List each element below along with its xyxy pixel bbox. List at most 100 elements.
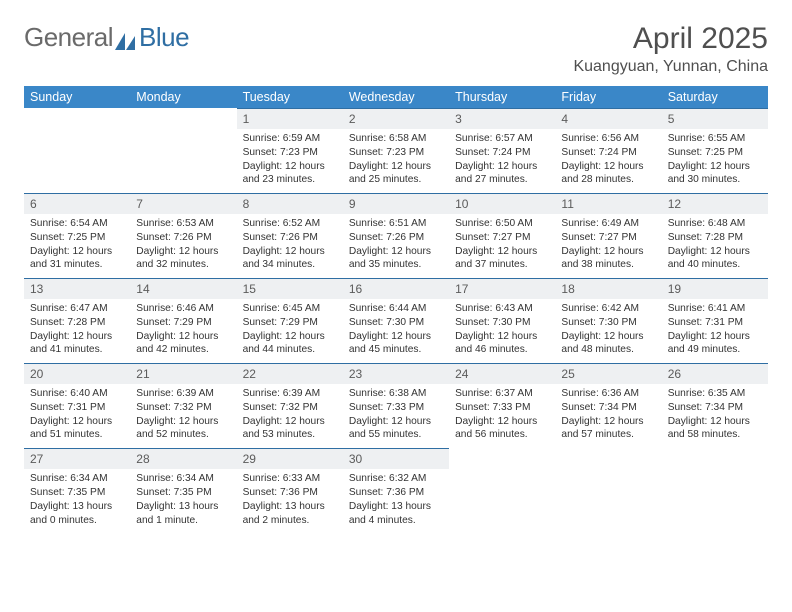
day-details: Sunrise: 6:32 AMSunset: 7:36 PMDaylight:…	[343, 469, 449, 533]
calendar-day-cell: 16Sunrise: 6:44 AMSunset: 7:30 PMDayligh…	[343, 278, 449, 363]
sunrise-line: Sunrise: 6:38 AM	[349, 387, 443, 401]
sunrise-line: Sunrise: 6:54 AM	[30, 217, 124, 231]
day-number: 3	[449, 108, 555, 129]
sunset-line: Sunset: 7:24 PM	[455, 146, 549, 160]
day-details: Sunrise: 6:58 AMSunset: 7:23 PMDaylight:…	[343, 129, 449, 193]
calendar-day-cell: 24Sunrise: 6:37 AMSunset: 7:33 PMDayligh…	[449, 363, 555, 448]
day-number: 21	[130, 363, 236, 384]
sunset-line: Sunset: 7:36 PM	[243, 486, 337, 500]
calendar-day-cell: 11Sunrise: 6:49 AMSunset: 7:27 PMDayligh…	[555, 193, 661, 278]
day-details: Sunrise: 6:38 AMSunset: 7:33 PMDaylight:…	[343, 384, 449, 448]
sunset-line: Sunset: 7:26 PM	[243, 231, 337, 245]
day-details: Sunrise: 6:52 AMSunset: 7:26 PMDaylight:…	[237, 214, 343, 278]
header: General Blue April 2025 Kuangyuan, Yunna…	[24, 22, 768, 76]
sunset-line: Sunset: 7:27 PM	[455, 231, 549, 245]
day-details: Sunrise: 6:57 AMSunset: 7:24 PMDaylight:…	[449, 129, 555, 193]
day-number: 29	[237, 448, 343, 469]
sunset-line: Sunset: 7:34 PM	[668, 401, 762, 415]
weekday-header: Thursday	[449, 86, 555, 108]
sunset-line: Sunset: 7:23 PM	[243, 146, 337, 160]
daylight-line: Daylight: 12 hours and 34 minutes.	[243, 245, 337, 273]
sunrise-line: Sunrise: 6:35 AM	[668, 387, 762, 401]
sunrise-line: Sunrise: 6:58 AM	[349, 132, 443, 146]
day-details: Sunrise: 6:59 AMSunset: 7:23 PMDaylight:…	[237, 129, 343, 193]
logo-sail-icon	[115, 27, 137, 45]
daylight-line: Daylight: 12 hours and 53 minutes.	[243, 415, 337, 443]
location: Kuangyuan, Yunnan, China	[573, 58, 768, 76]
sunset-line: Sunset: 7:33 PM	[455, 401, 549, 415]
day-details: Sunrise: 6:34 AMSunset: 7:35 PMDaylight:…	[130, 469, 236, 533]
day-number: 30	[343, 448, 449, 469]
sunrise-line: Sunrise: 6:55 AM	[668, 132, 762, 146]
sunrise-line: Sunrise: 6:33 AM	[243, 472, 337, 486]
day-number: 13	[24, 278, 130, 299]
calendar-week-row: 6Sunrise: 6:54 AMSunset: 7:25 PMDaylight…	[24, 193, 768, 278]
day-number: 17	[449, 278, 555, 299]
day-details: Sunrise: 6:37 AMSunset: 7:33 PMDaylight:…	[449, 384, 555, 448]
daylight-line: Daylight: 13 hours and 4 minutes.	[349, 500, 443, 528]
sunrise-line: Sunrise: 6:57 AM	[455, 132, 549, 146]
day-details: Sunrise: 6:47 AMSunset: 7:28 PMDaylight:…	[24, 299, 130, 363]
weekday-header: Friday	[555, 86, 661, 108]
sunset-line: Sunset: 7:36 PM	[349, 486, 443, 500]
sunrise-line: Sunrise: 6:51 AM	[349, 217, 443, 231]
calendar-day-cell: 28Sunrise: 6:34 AMSunset: 7:35 PMDayligh…	[130, 448, 236, 533]
calendar-day-cell: .	[130, 108, 236, 193]
day-details: Sunrise: 6:39 AMSunset: 7:32 PMDaylight:…	[130, 384, 236, 448]
daylight-line: Daylight: 12 hours and 46 minutes.	[455, 330, 549, 358]
calendar-day-cell: .	[449, 448, 555, 533]
calendar-week-row: 20Sunrise: 6:40 AMSunset: 7:31 PMDayligh…	[24, 363, 768, 448]
daylight-line: Daylight: 12 hours and 52 minutes.	[136, 415, 230, 443]
calendar-day-cell: 9Sunrise: 6:51 AMSunset: 7:26 PMDaylight…	[343, 193, 449, 278]
calendar-day-cell: 7Sunrise: 6:53 AMSunset: 7:26 PMDaylight…	[130, 193, 236, 278]
calendar-day-cell: 18Sunrise: 6:42 AMSunset: 7:30 PMDayligh…	[555, 278, 661, 363]
day-number: 26	[662, 363, 768, 384]
daylight-line: Daylight: 12 hours and 32 minutes.	[136, 245, 230, 273]
calendar-week-row: 27Sunrise: 6:34 AMSunset: 7:35 PMDayligh…	[24, 448, 768, 533]
sunset-line: Sunset: 7:24 PM	[561, 146, 655, 160]
sunrise-line: Sunrise: 6:39 AM	[136, 387, 230, 401]
calendar-body: ..1Sunrise: 6:59 AMSunset: 7:23 PMDaylig…	[24, 108, 768, 533]
daylight-line: Daylight: 12 hours and 58 minutes.	[668, 415, 762, 443]
sunrise-line: Sunrise: 6:40 AM	[30, 387, 124, 401]
weekday-header: Sunday	[24, 86, 130, 108]
sunrise-line: Sunrise: 6:48 AM	[668, 217, 762, 231]
calendar-day-cell: 1Sunrise: 6:59 AMSunset: 7:23 PMDaylight…	[237, 108, 343, 193]
page-title: April 2025	[573, 22, 768, 56]
day-details: Sunrise: 6:36 AMSunset: 7:34 PMDaylight:…	[555, 384, 661, 448]
day-details: Sunrise: 6:54 AMSunset: 7:25 PMDaylight:…	[24, 214, 130, 278]
weekday-header: Monday	[130, 86, 236, 108]
sunrise-line: Sunrise: 6:43 AM	[455, 302, 549, 316]
calendar-day-cell: 2Sunrise: 6:58 AMSunset: 7:23 PMDaylight…	[343, 108, 449, 193]
calendar-day-cell: 12Sunrise: 6:48 AMSunset: 7:28 PMDayligh…	[662, 193, 768, 278]
day-number: 2	[343, 108, 449, 129]
daylight-line: Daylight: 12 hours and 51 minutes.	[30, 415, 124, 443]
day-number: 8	[237, 193, 343, 214]
sunrise-line: Sunrise: 6:56 AM	[561, 132, 655, 146]
calendar-day-cell: 29Sunrise: 6:33 AMSunset: 7:36 PMDayligh…	[237, 448, 343, 533]
day-details: Sunrise: 6:56 AMSunset: 7:24 PMDaylight:…	[555, 129, 661, 193]
day-number: 11	[555, 193, 661, 214]
calendar-day-cell: .	[555, 448, 661, 533]
day-number: 27	[24, 448, 130, 469]
day-details: Sunrise: 6:49 AMSunset: 7:27 PMDaylight:…	[555, 214, 661, 278]
sunset-line: Sunset: 7:27 PM	[561, 231, 655, 245]
day-details: Sunrise: 6:45 AMSunset: 7:29 PMDaylight:…	[237, 299, 343, 363]
day-number: 19	[662, 278, 768, 299]
weekday-header: Wednesday	[343, 86, 449, 108]
daylight-line: Daylight: 12 hours and 38 minutes.	[561, 245, 655, 273]
calendar-day-cell: 25Sunrise: 6:36 AMSunset: 7:34 PMDayligh…	[555, 363, 661, 448]
sunrise-line: Sunrise: 6:32 AM	[349, 472, 443, 486]
calendar-day-cell: 4Sunrise: 6:56 AMSunset: 7:24 PMDaylight…	[555, 108, 661, 193]
logo-text-1: General	[24, 22, 113, 53]
day-number: 24	[449, 363, 555, 384]
sunrise-line: Sunrise: 6:34 AM	[30, 472, 124, 486]
sunset-line: Sunset: 7:32 PM	[136, 401, 230, 415]
day-number: 20	[24, 363, 130, 384]
day-number: 7	[130, 193, 236, 214]
sunset-line: Sunset: 7:33 PM	[349, 401, 443, 415]
day-number: 4	[555, 108, 661, 129]
day-number: 25	[555, 363, 661, 384]
calendar-day-cell: 3Sunrise: 6:57 AMSunset: 7:24 PMDaylight…	[449, 108, 555, 193]
calendar-week-row: ..1Sunrise: 6:59 AMSunset: 7:23 PMDaylig…	[24, 108, 768, 193]
